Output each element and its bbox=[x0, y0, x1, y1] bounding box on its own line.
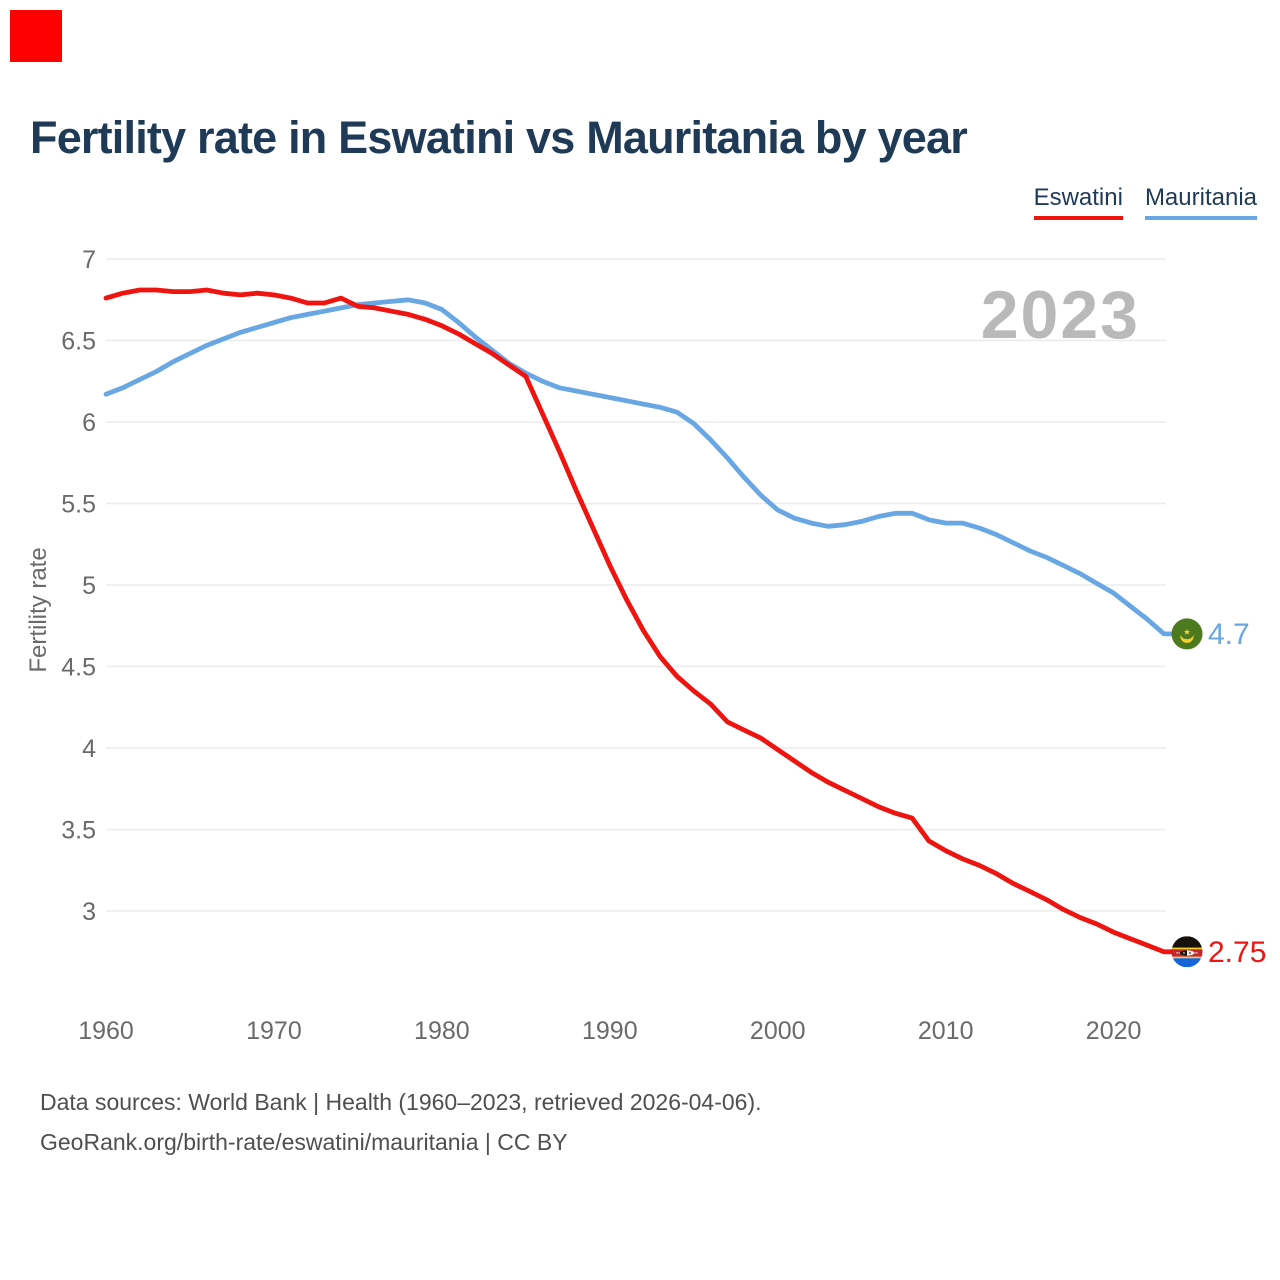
y-tick-label: 6 bbox=[82, 409, 96, 437]
y-axis-ticks: 7 6.5 6 5.5 5 4.5 4 3.5 3 bbox=[61, 246, 96, 926]
mauritania-flag-icon bbox=[1171, 618, 1203, 650]
y-axis-label: Fertility rate bbox=[25, 547, 52, 672]
x-tick-label: 2020 bbox=[1086, 1017, 1142, 1045]
y-tick-label: 3 bbox=[82, 898, 96, 926]
y-tick-label: 5 bbox=[82, 572, 96, 600]
y-tick-label: 5.5 bbox=[61, 491, 96, 519]
x-tick-label: 1980 bbox=[414, 1017, 470, 1045]
watermark-year: 2023 bbox=[981, 277, 1140, 353]
x-tick-label: 2000 bbox=[750, 1017, 806, 1045]
eswatini-end-value: 2.75 bbox=[1208, 936, 1266, 969]
y-tick-label: 4.5 bbox=[61, 654, 96, 682]
legend-item-eswatini[interactable]: Eswatini bbox=[1033, 184, 1123, 220]
footer-data-sources: Data sources: World Bank | Health (1960–… bbox=[40, 1089, 762, 1115]
x-tick-label: 1990 bbox=[582, 1017, 638, 1045]
legend: Eswatini Mauritania bbox=[1033, 184, 1257, 220]
y-tick-label: 4 bbox=[82, 735, 96, 763]
gridlines bbox=[106, 258, 1166, 912]
y-tick-label: 3.5 bbox=[61, 817, 96, 845]
x-axis-ticks: 1960 1970 1980 1990 2000 2010 2020 bbox=[78, 1017, 1141, 1045]
mauritania-end-value: 4.7 bbox=[1208, 618, 1250, 651]
x-tick-label: 1960 bbox=[78, 1017, 134, 1045]
eswatini-flag-icon bbox=[1171, 936, 1203, 968]
x-tick-label: 2010 bbox=[918, 1017, 974, 1045]
eswatini-line bbox=[103, 287, 1184, 955]
legend-item-mauritania[interactable]: Mauritania bbox=[1144, 184, 1257, 220]
footer-attribution: GeoRank.org/birth-rate/eswatini/mauritan… bbox=[40, 1129, 568, 1155]
x-tick-label: 1970 bbox=[246, 1017, 302, 1045]
y-tick-label: 6.5 bbox=[61, 328, 96, 356]
page-title: Fertility rate in Eswatini vs Mauritania… bbox=[30, 112, 968, 163]
y-tick-label: 7 bbox=[82, 246, 96, 274]
footer: Data sources: World Bank | Health (1960–… bbox=[40, 1082, 762, 1162]
corner-marker bbox=[10, 10, 62, 62]
mauritania-line bbox=[103, 297, 1184, 637]
